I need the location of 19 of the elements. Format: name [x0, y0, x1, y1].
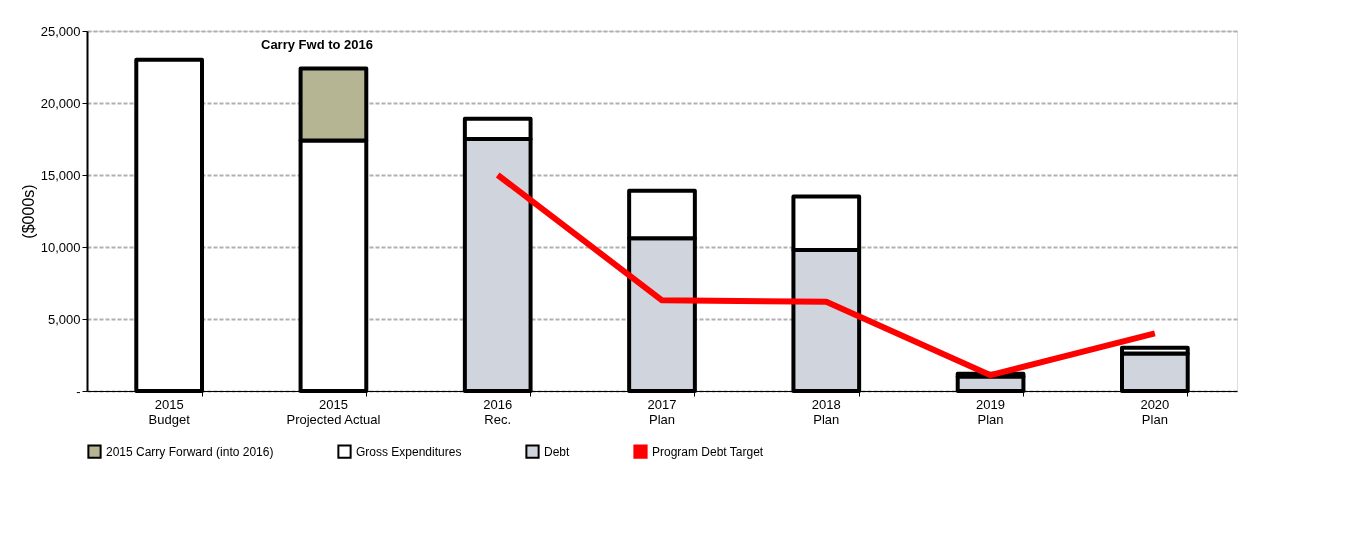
annotation: Carry Fwd to 2016 [261, 37, 373, 52]
x-tick-label: 2015 Budget [148, 396, 191, 427]
x-tick-label: 2018 Plan [811, 396, 841, 427]
y-tick-label: 5,000 [47, 311, 81, 327]
y-tick-label: 15,000 [40, 167, 81, 183]
x-tick-label: 2016 Rec. [483, 396, 513, 427]
y-tick-label: 20,000 [40, 95, 81, 111]
y-tick-label: - [76, 383, 81, 399]
legend-label: Gross Expenditures [356, 444, 462, 459]
x-tick-label: 2015 Projected Actual [286, 396, 381, 427]
y-tick-label: 10,000 [40, 239, 81, 255]
y-tick-label: 25,000 [40, 23, 81, 39]
x-tick-label: 2019 Plan [976, 396, 1006, 427]
y-axis-title: ($000s) [19, 184, 37, 239]
x-tick-label: 2020 Plan [1140, 396, 1170, 427]
legend-label: 2015 Carry Forward (into 2016) [106, 444, 274, 459]
legend-label: Program Debt Target [652, 444, 764, 459]
x-tick-label: 2017 Plan [647, 396, 677, 427]
legend-label: Debt [544, 444, 571, 459]
